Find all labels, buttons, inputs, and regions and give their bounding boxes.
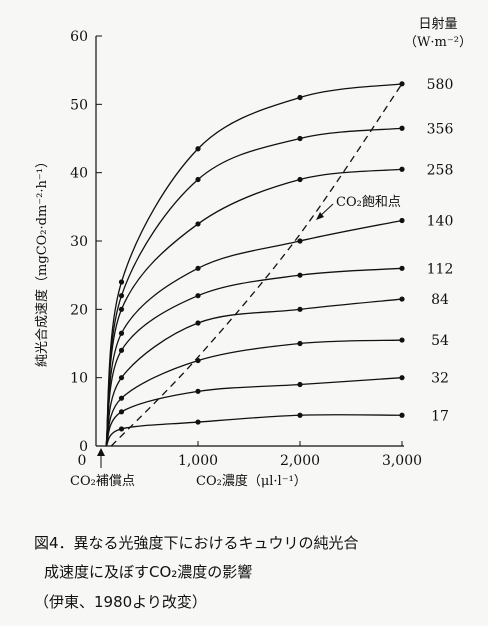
data-point-54: [399, 337, 405, 343]
y-tick-label: 30: [70, 234, 88, 250]
compensation-arrowhead: [97, 448, 105, 456]
y-tick-label: 0: [79, 439, 88, 455]
series-line-112: [105, 267, 403, 447]
data-point-32: [399, 375, 405, 381]
data-point-140: [297, 238, 303, 244]
data-point-356: [118, 293, 125, 299]
data-point-258: [297, 176, 303, 183]
data-point-84: [195, 320, 201, 326]
series-label-112: 112: [427, 261, 454, 277]
data-point-17: [118, 426, 125, 432]
legend-title: 日射量 （W·m⁻²）: [404, 17, 472, 50]
series-label-140: 140: [427, 214, 454, 230]
data-point-84: [118, 375, 125, 381]
saturation-pointer-head: [316, 212, 324, 220]
data-point-140: [118, 330, 125, 336]
axes: 0 10 20 30 40 50 60 0 1,000 2,000 3,000: [70, 29, 422, 469]
series-label-17: 17: [431, 408, 449, 424]
data-point-84: [399, 296, 405, 302]
y-tick-label: 50: [70, 97, 88, 113]
data-point-258: [118, 306, 125, 312]
data-point-112: [195, 293, 201, 299]
series-label-258: 258: [427, 162, 454, 178]
curves: [105, 81, 405, 447]
series-label-54: 54: [431, 333, 449, 349]
compensation-point-label: CO₂補償点: [70, 474, 135, 489]
data-point-258: [399, 166, 405, 172]
data-point-580: [297, 94, 303, 101]
data-point-580: [118, 279, 125, 285]
caption-line-2: 成速度に及ぼすCO₂濃度の影響: [44, 563, 253, 581]
data-point-32: [297, 381, 303, 388]
data-point-140: [399, 217, 405, 224]
saturation-point-label: CO₂飽和点: [336, 195, 401, 210]
y-axis-label: 純光合成速度（mgCO₂·dm⁻²·h⁻¹）: [34, 155, 50, 367]
caption-line-3: （伊東、1980より改変）: [34, 593, 207, 611]
data-point-32: [118, 409, 125, 415]
x-tick-label: 2,000: [280, 453, 320, 469]
data-point-54: [297, 340, 303, 347]
data-point-356: [195, 176, 201, 183]
data-point-580: [195, 146, 201, 152]
data-point-17: [399, 412, 405, 418]
data-point-356: [297, 135, 303, 142]
series-label-84: 84: [431, 292, 449, 308]
series-line-140: [105, 219, 403, 447]
data-point-258: [195, 221, 201, 227]
data-point-112: [118, 347, 125, 353]
series-line-258: [105, 168, 403, 447]
series-line-356: [105, 127, 403, 447]
series-line-32: [105, 377, 403, 447]
series-label-32: 32: [431, 371, 449, 387]
x-tick-label: 1,000: [178, 453, 218, 469]
data-point-112: [297, 272, 303, 278]
data-point-32: [195, 388, 201, 394]
data-point-17: [297, 412, 303, 418]
y-tick-label: 20: [70, 302, 88, 318]
saturation-dashed-line: [110, 83, 403, 447]
data-point-140: [195, 265, 201, 271]
y-tick-label: 60: [70, 29, 88, 45]
y-tick-label: 10: [70, 371, 88, 387]
series-line-17: [105, 414, 403, 447]
series-label-580: 580: [427, 77, 454, 93]
series-line-54: [105, 339, 403, 447]
data-point-112: [399, 265, 405, 271]
data-point-17: [195, 419, 201, 425]
data-point-356: [399, 125, 405, 131]
data-point-54: [118, 395, 125, 401]
data-point-84: [297, 306, 303, 312]
x-tick-label: 0: [78, 453, 87, 469]
labels: 純光合成速度（mgCO₂·dm⁻²·h⁻¹） 580 356 258 140 112 84 5…: [34, 77, 453, 468]
data-point-580: [399, 81, 405, 87]
series-line-580: [105, 83, 403, 447]
y-tick-label: 40: [70, 166, 88, 182]
series-label-356: 356: [427, 121, 454, 137]
series-line-84: [105, 298, 403, 447]
x-tick-label: 3,000: [382, 453, 422, 469]
caption-line-1: 図4．異なる光強度下におけるキュウリの純光合: [34, 534, 359, 552]
x-axis-label: CO₂濃度（μl·l⁻¹）: [196, 474, 307, 489]
